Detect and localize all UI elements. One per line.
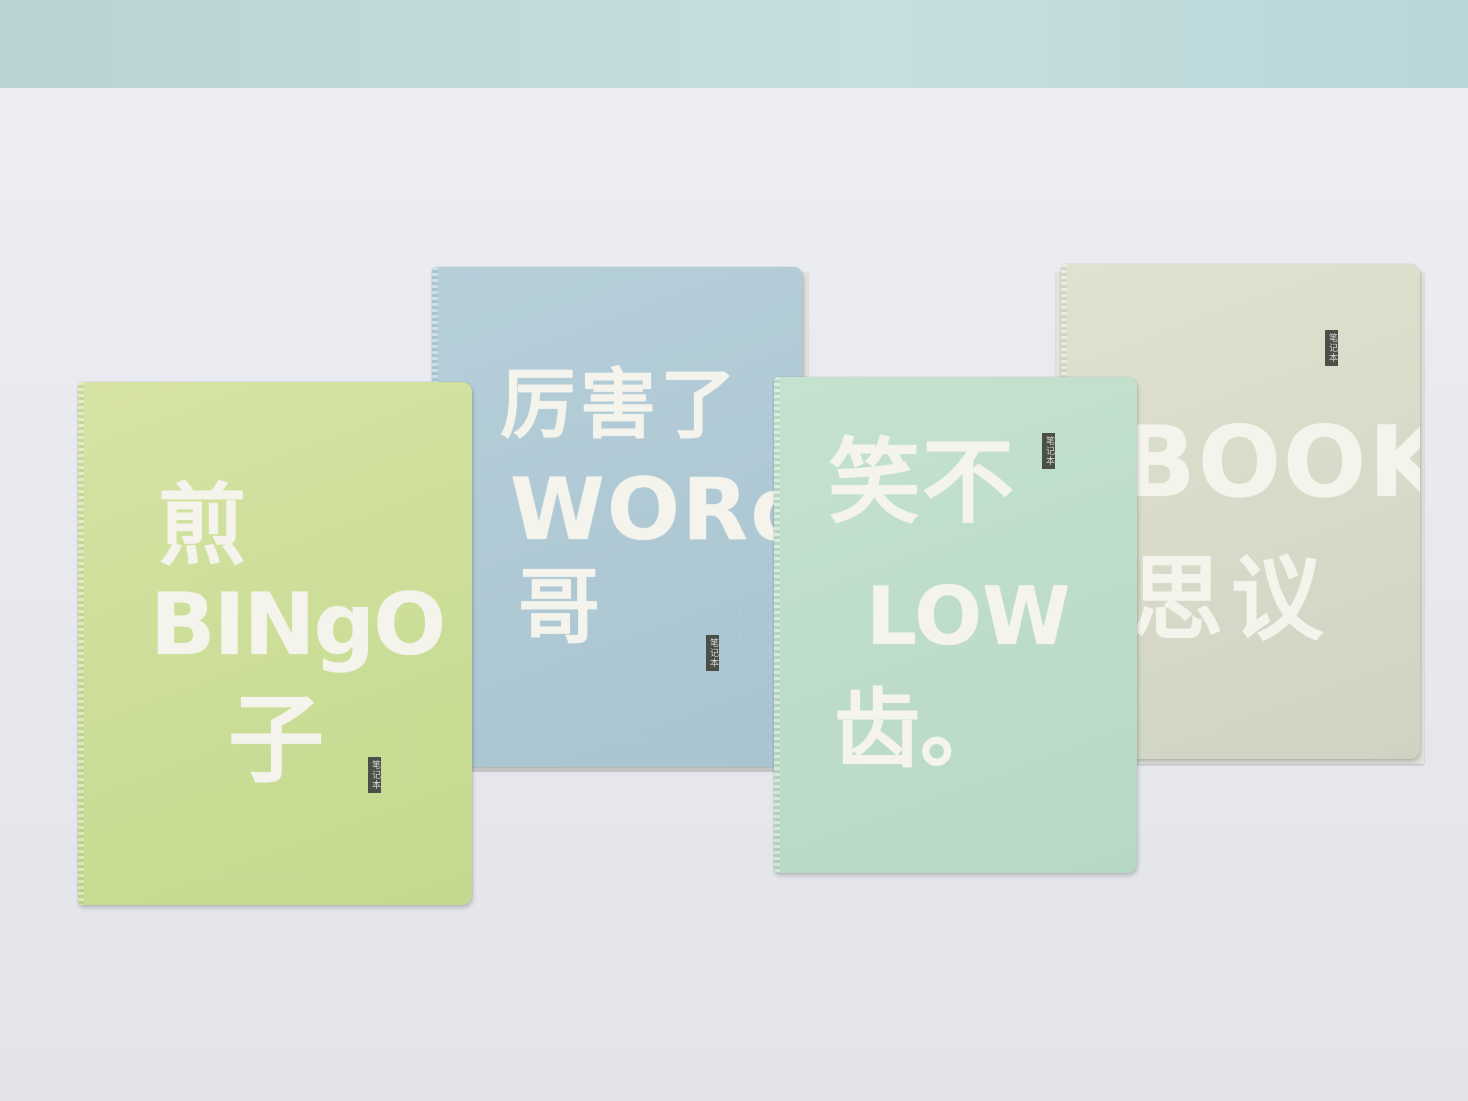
cover-fine-print: · · · · · · · · · · [1352, 324, 1360, 380]
notebook-label-tag: 笔记本 [706, 635, 719, 671]
notebook-label-tag: 笔记本 [368, 757, 381, 793]
notebook-spine [774, 377, 780, 873]
cover-footer-print: · · · · · · · · · · · · [552, 737, 650, 745]
notebook-word-ge: 厉害了 WORd 哥 笔记本 · · · · · · · · · · · · ·… [432, 267, 803, 767]
cover-line-3: 哥 [518, 560, 601, 655]
background-wall [0, 0, 1468, 92]
cover-line-2: BINgO [150, 575, 446, 675]
cover-line-1: 厉害了 [500, 360, 740, 449]
cover-footer-print: · · · · · · · · · · · · [1181, 726, 1279, 734]
notebook-label-tag: 笔记本 [1042, 433, 1055, 469]
cover-footer-print: · · · · · · · · · · · · [208, 870, 306, 878]
cover-fine-print: · · · · · · · · · · · [397, 722, 405, 784]
cover-fine-print: · · · · · · · · · · [1069, 427, 1077, 483]
cover-fine-print: · · · · · · · · · · [735, 597, 743, 653]
cover-line-1: 煎 [158, 474, 247, 577]
notebook-bingo: 煎 BINgO 子 笔记本 · · · · · · · · · · · · · … [78, 382, 472, 905]
cover-line-3: 齿。 [834, 680, 1006, 780]
cover-line-2: LOW [866, 570, 1071, 663]
notebook-xiao-bu-low-chi: 笑不 LOW 齿。 笔记本 · · · · · · · · · · · · · … [774, 377, 1137, 873]
cover-line-1: BOOK [1121, 406, 1420, 520]
cover-footer-print: · · · · · · · · · · · · [894, 839, 992, 847]
cover-line-2: WORd [510, 460, 803, 560]
notebook-spine [78, 382, 84, 905]
cover-line-2: 思议 [1131, 546, 1332, 653]
cover-line-1: 笑不 [828, 429, 1017, 536]
cover-line-3: 子 [228, 684, 324, 796]
notebook-label-tag: 笔记本 [1325, 330, 1338, 366]
